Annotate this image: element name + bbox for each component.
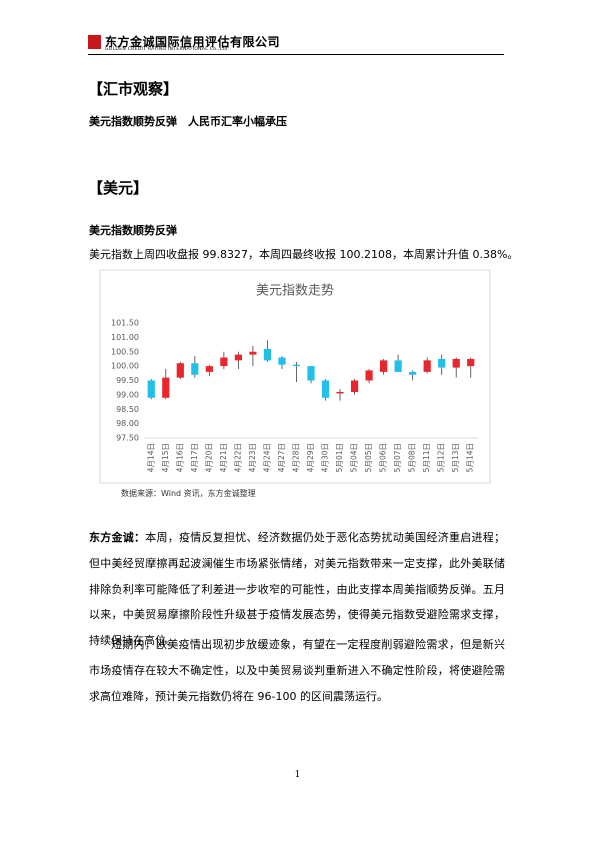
candle-body	[176, 363, 184, 378]
paragraph: 短期内，欧美疫情出现初步放缓迹象，有望在一定程度削弱避险需求，但是新兴市场疫情存…	[89, 632, 505, 709]
source-note: 数据来源：Wind 资讯，东方金诚整理	[121, 489, 256, 498]
candle-body	[263, 348, 272, 361]
candle-body	[409, 371, 417, 375]
candle-body	[307, 366, 315, 381]
x-tick-label: 5月07日	[393, 443, 402, 472]
candle-body	[234, 354, 242, 361]
headline: 美元指数顺势反弹 人民币汇率小幅承压	[89, 115, 287, 128]
candle-body	[394, 360, 402, 372]
y-tick-label: 97.50	[116, 434, 139, 443]
candle-body	[191, 363, 199, 375]
x-tick-label: 5月04日	[350, 443, 359, 472]
x-tick-label: 4月21日	[219, 443, 228, 472]
x-tick-label: 5月01日	[335, 443, 344, 472]
y-tick-label: 100.00	[111, 362, 139, 371]
candle-body	[147, 380, 155, 398]
logo-icon	[88, 35, 101, 49]
y-tick-label: 98.00	[116, 419, 139, 428]
x-tick-label: 5月06日	[379, 443, 388, 472]
candle-body	[423, 360, 431, 372]
candle-body	[220, 357, 228, 367]
x-tick-label: 4月20日	[204, 443, 213, 472]
y-tick-label: 101.00	[111, 333, 139, 342]
x-tick-label: 4月28日	[291, 443, 300, 472]
x-tick-label: 5月08日	[408, 443, 417, 472]
x-tick-label: 4月29日	[306, 443, 315, 472]
candle-body	[249, 351, 257, 355]
section-title: 【汇市观察】	[88, 80, 179, 98]
paragraph-lead: 东方金诚：	[89, 531, 146, 544]
x-tick-label: 5月13日	[451, 443, 460, 472]
candle-body	[438, 358, 446, 368]
y-tick-label: 99.00	[116, 390, 139, 399]
x-tick-label: 5月05日	[364, 443, 373, 472]
candle-body	[350, 380, 359, 392]
candle-body	[278, 357, 286, 365]
chart-frame	[99, 269, 491, 484]
header-rule	[88, 54, 504, 55]
candle-body	[162, 377, 170, 398]
x-tick-label: 4月30日	[321, 443, 330, 472]
x-tick-label: 5月11日	[422, 443, 431, 472]
x-tick-label: 4月16日	[175, 443, 184, 472]
company-english: GOLDEN CREDIT RATING INTERNATIONAL Co.,L…	[105, 47, 230, 52]
x-tick-label: 4月15日	[161, 443, 170, 472]
page-number: 1	[294, 770, 301, 780]
x-tick-label: 4月14日	[146, 443, 155, 472]
x-tick-label: 4月17日	[190, 443, 199, 472]
y-tick-label: 100.50	[111, 347, 139, 356]
candle-body	[380, 360, 388, 372]
candle-body	[292, 364, 301, 367]
x-tick-label: 4月27日	[277, 443, 286, 472]
x-tick-label: 4月23日	[248, 443, 257, 472]
x-tick-label: 4月22日	[233, 443, 242, 472]
x-tick-label: 5月14日	[466, 443, 475, 472]
chart-title: 美元指数走势	[256, 283, 334, 299]
y-tick-label: 99.50	[116, 376, 139, 385]
y-tick-label: 101.50	[111, 319, 139, 328]
company-name: 东方金诚国际信用评估有限公司	[105, 35, 281, 49]
candle-body	[365, 370, 373, 381]
candle-body	[321, 380, 330, 398]
paragraph: 东方金诚：本周，疫情反复担忧、经济数据仍处于恶化态势扰动美国经济重启进程；但中美…	[89, 525, 505, 654]
candle-body	[205, 366, 213, 372]
x-tick-label: 5月12日	[437, 443, 446, 472]
x-tick-label: 4月24日	[262, 443, 271, 472]
subsection-title: 【美元】	[88, 179, 149, 197]
paragraph-text: 短期内，欧美疫情出现初步放缓迹象，有望在一定程度削弱避险需求，但是新兴市场疫情存…	[89, 638, 505, 703]
subheading: 美元指数顺势反弹	[89, 224, 177, 237]
candle-body	[452, 358, 460, 368]
y-tick-label: 98.50	[116, 405, 139, 414]
summary: 美元指数上周四收盘报 99.8327，本周四最终收报 100.2108，本周累计…	[89, 248, 519, 261]
chart: 美元指数走势 97.50 98.00 98.50 99.00 99.50 100.00 10…	[99, 269, 491, 484]
candle-body	[336, 392, 344, 394]
candle-body	[467, 358, 475, 367]
paragraph-text: 本周，疫情反复担忧、经济数据仍处于恶化态势扰动美国经济重启进程；但中美经贸摩擦再…	[89, 531, 505, 648]
